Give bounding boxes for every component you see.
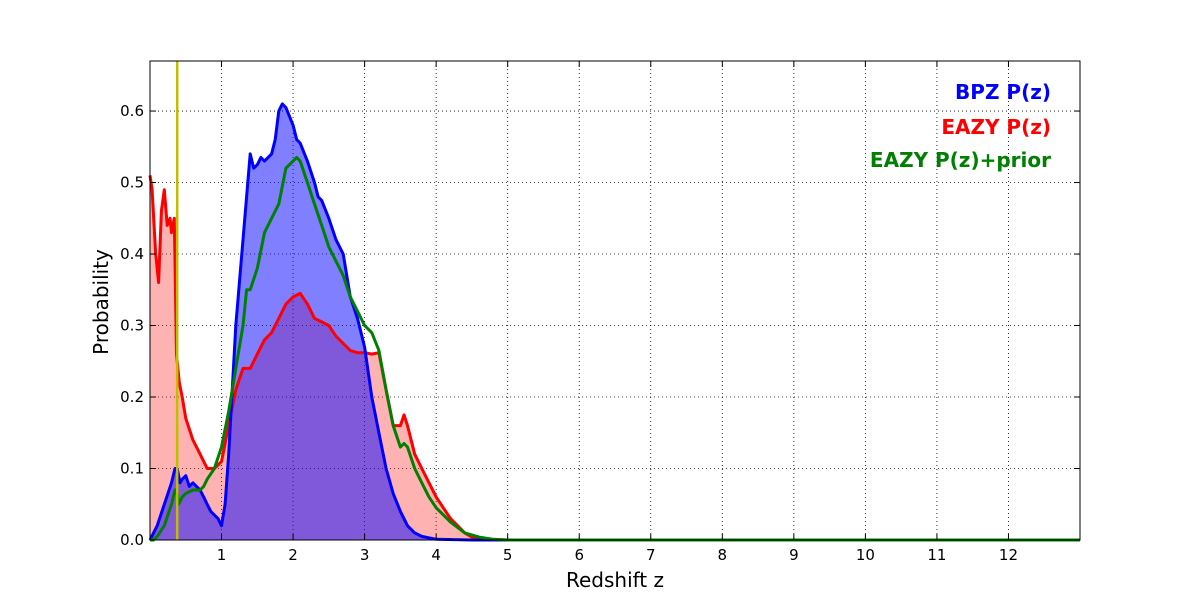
legend: BPZ P(z) EAZY P(z) EAZY P(z)+prior (870, 80, 1051, 172)
x-tick-label: 2 (288, 546, 298, 564)
x-axis-label: Redshift z (566, 568, 664, 592)
x-tick-label: 6 (574, 546, 584, 564)
series-line-eazy-p-z (148, 175, 1080, 542)
x-tick-label: 8 (718, 546, 728, 564)
legend-entry-eazy: EAZY P(z) (941, 115, 1051, 139)
y-axis-label: Probability (89, 249, 113, 355)
legend-entry-eazy-prior: EAZY P(z)+prior (870, 148, 1051, 172)
legend-entry-bpz: BPZ P(z) (955, 80, 1051, 104)
series-line-eazy-p-z-prior (150, 156, 1080, 542)
series-lines (148, 102, 1080, 542)
x-tick-label: 7 (646, 546, 656, 564)
series-line-bpz-p-z (148, 102, 1080, 542)
x-tick-label: 11 (927, 546, 946, 564)
y-tick-label: 0.0 (120, 531, 144, 549)
x-tick-label: 5 (503, 546, 513, 564)
plot-area-frame (149, 60, 1081, 541)
x-tick-label: 10 (856, 546, 875, 564)
x-axis-ticks: 1 2 3 4 5 6 7 8 9 10 11 12 (217, 61, 1018, 564)
y-tick-label: 0.1 (120, 460, 144, 478)
x-tick-label: 12 (999, 546, 1018, 564)
y-tick-label: 0.4 (120, 245, 144, 263)
x-tick-label: 3 (360, 546, 370, 564)
y-tick-label: 0.6 (120, 102, 144, 120)
y-tick-label: 0.5 (120, 174, 144, 192)
series-fill-bpz-p-z (150, 103, 1080, 541)
x-tick-label: 4 (431, 546, 441, 564)
grid (150, 61, 1080, 540)
y-tick-label: 0.3 (120, 317, 144, 335)
x-tick-label: 1 (217, 546, 227, 564)
y-tick-label: 0.2 (120, 388, 144, 406)
x-tick-label: 9 (789, 546, 799, 564)
y-axis-ticks: 0.0 0.1 0.2 0.3 0.4 0.5 0.6 (120, 102, 1080, 549)
